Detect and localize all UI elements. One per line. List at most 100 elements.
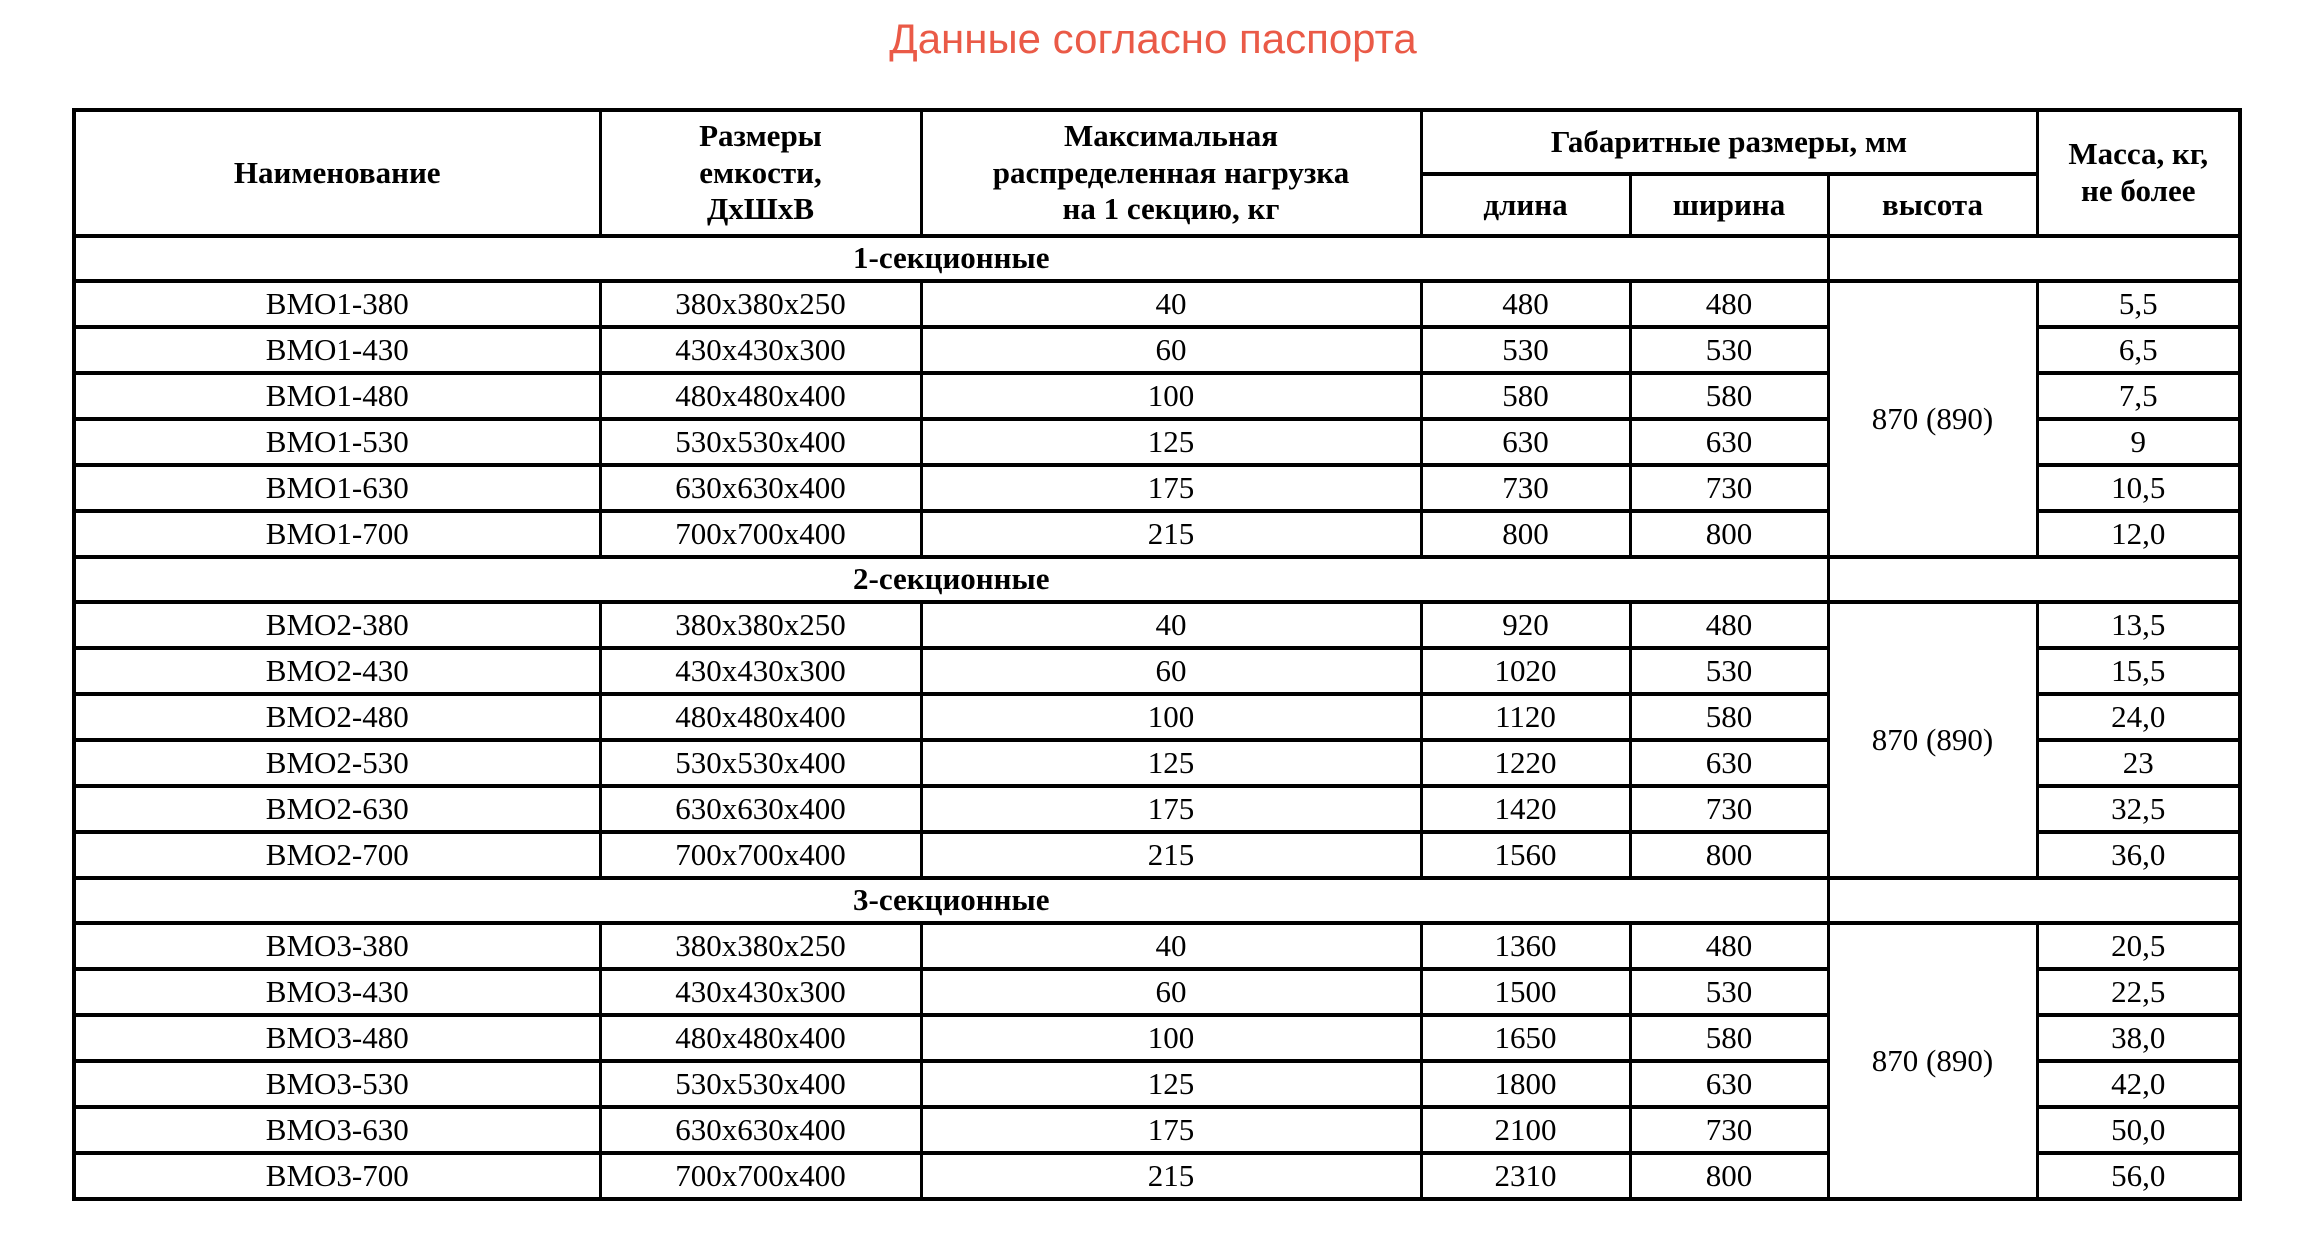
load-cell: 175: [919, 463, 1423, 513]
load-cell: 215: [919, 830, 1423, 880]
table-row: ВМО1-630 630х630х400 175 730 730 10,5: [72, 463, 2242, 513]
load-cell: 125: [919, 1059, 1423, 1109]
table-row: ВМО3-530 530х530х400 125 1800 630 42,0: [72, 1059, 2242, 1109]
model-cell: ВМО1-480: [72, 371, 602, 421]
load-cell: 215: [919, 1151, 1423, 1201]
width-cell: 730: [1628, 784, 1830, 834]
section-label: 2-секционные: [72, 555, 1830, 604]
section-header-row: 1-секционные: [72, 234, 2242, 283]
col-header-container-size: Размеры емкости, ДхШхВ: [598, 108, 923, 238]
container-size-cell: 700х700х400: [598, 509, 923, 559]
mass-cell: 9: [2035, 417, 2242, 467]
length-cell: 1020: [1419, 646, 1632, 696]
container-size-cell: 630х630х400: [598, 784, 923, 834]
length-cell: 2310: [1419, 1151, 1632, 1201]
mass-cell: 50,0: [2035, 1105, 2242, 1155]
load-cell: 40: [919, 279, 1423, 329]
height-merged-cell: 870 (890): [1826, 600, 2039, 880]
container-size-cell: 480х480х400: [598, 371, 923, 421]
load-cell: 215: [919, 509, 1423, 559]
width-cell: 730: [1628, 1105, 1830, 1155]
subheader-row: длина ширина высота: [74, 172, 2240, 238]
table-row: ВМО1-430 430х430х300 60 530 530 6,5: [72, 325, 2242, 375]
mass-cell: 7,5: [2035, 371, 2242, 421]
container-size-cell: 380х380х250: [598, 600, 923, 650]
length-cell: 920: [1419, 600, 1632, 650]
table-row: ВМО2-430 430х430х300 60 1020 530 15,5: [72, 646, 2242, 696]
section-header-row: 3-секционные: [72, 876, 2242, 925]
col-header-overall-dims: Габаритные размеры, мм: [1419, 108, 2039, 176]
mass-cell: 56,0: [2035, 1151, 2242, 1201]
table-row: ВМО3-630 630х630х400 175 2100 730 50,0: [72, 1105, 2242, 1155]
width-cell: 800: [1628, 830, 1830, 880]
height-merged-cell: 870 (890): [1826, 279, 2039, 559]
length-cell: 1120: [1419, 692, 1632, 742]
model-cell: ВМО2-480: [72, 692, 602, 742]
col-header-height: высота: [1826, 172, 2039, 238]
load-cell: 60: [919, 967, 1423, 1017]
mass-cell: 42,0: [2035, 1059, 2242, 1109]
section-empty-cell: [1826, 234, 2242, 283]
header-row: Наименование Размеры емкости, ДхШхВ Макс…: [72, 108, 2242, 238]
container-size-cell: 380х380х250: [598, 921, 923, 971]
load-cell: 60: [919, 325, 1423, 375]
container-size-cell: 430х430х300: [598, 967, 923, 1017]
container-size-cell: 530х530х400: [598, 738, 923, 788]
width-cell: 480: [1628, 921, 1830, 971]
container-size-cell: 700х700х400: [598, 1151, 923, 1201]
mass-cell: 24,0: [2035, 692, 2242, 742]
model-cell: ВМО2-630: [72, 784, 602, 834]
container-size-cell: 430х430х300: [598, 646, 923, 696]
load-cell: 60: [919, 646, 1423, 696]
length-cell: 1420: [1419, 784, 1632, 834]
mass-cell: 13,5: [2035, 600, 2242, 650]
mass-cell: 22,5: [2035, 967, 2242, 1017]
length-cell: 1650: [1419, 1013, 1632, 1063]
mass-cell: 6,5: [2035, 325, 2242, 375]
width-cell: 800: [1628, 509, 1830, 559]
width-cell: 800: [1628, 1151, 1830, 1201]
mass-cell: 10,5: [2035, 463, 2242, 513]
length-cell: 1500: [1419, 967, 1632, 1017]
load-cell: 40: [919, 921, 1423, 971]
passport-data-table: Наименование Размеры емкости, ДхШхВ Макс…: [72, 108, 2243, 1201]
section-empty-cell: [1826, 876, 2242, 925]
length-cell: 1360: [1419, 921, 1632, 971]
mass-cell: 15,5: [2035, 646, 2242, 696]
width-cell: 580: [1628, 371, 1830, 421]
container-size-cell: 630х630х400: [598, 1105, 923, 1155]
model-cell: ВМО1-430: [72, 325, 602, 375]
model-cell: ВМО3-700: [72, 1151, 602, 1201]
load-cell: 40: [919, 600, 1423, 650]
model-cell: ВМО3-630: [72, 1105, 602, 1155]
load-cell: 100: [919, 1013, 1423, 1063]
length-cell: 530: [1419, 325, 1632, 375]
page-title: Данные согласно паспорта: [889, 15, 1417, 62]
width-cell: 530: [1628, 967, 1830, 1017]
mass-cell: 20,5: [2035, 921, 2242, 971]
section-label: 3-секционные: [72, 876, 1830, 925]
mass-cell: 23: [2035, 738, 2242, 788]
container-size-cell: 480х480х400: [598, 1013, 923, 1063]
width-cell: 480: [1628, 600, 1830, 650]
container-size-cell: 530х530х400: [598, 1059, 923, 1109]
container-size-cell: 700х700х400: [598, 830, 923, 880]
table-row: ВМО2-530 530х530х400 125 1220 630 23: [72, 738, 2242, 788]
width-cell: 530: [1628, 646, 1830, 696]
mass-cell: 32,5: [2035, 784, 2242, 834]
table-row: ВМО3-700 700х700х400 215 2310 800 56,0: [72, 1151, 2242, 1201]
length-cell: 800: [1419, 509, 1632, 559]
col-header-name: Наименование: [72, 108, 602, 238]
load-cell: 125: [919, 738, 1423, 788]
length-cell: 580: [1419, 371, 1632, 421]
table-row: ВМО3-430 430х430х300 60 1500 530 22,5: [72, 967, 2242, 1017]
table-row: ВМО2-380 380х380х250 40 920 480 870 (890) 13,5: [72, 600, 2242, 880]
width-cell: 630: [1628, 738, 1830, 788]
load-cell: 100: [919, 371, 1423, 421]
table-row: ВМО1-480 480х480х400 100 580 580 7,5: [72, 371, 2242, 421]
load-cell: 125: [919, 417, 1423, 467]
length-cell: 1800: [1419, 1059, 1632, 1109]
load-cell: 100: [919, 692, 1423, 742]
table-row: ВМО1-700 700х700х400 215 800 800 12,0: [72, 509, 2242, 559]
load-cell: 175: [919, 1105, 1423, 1155]
